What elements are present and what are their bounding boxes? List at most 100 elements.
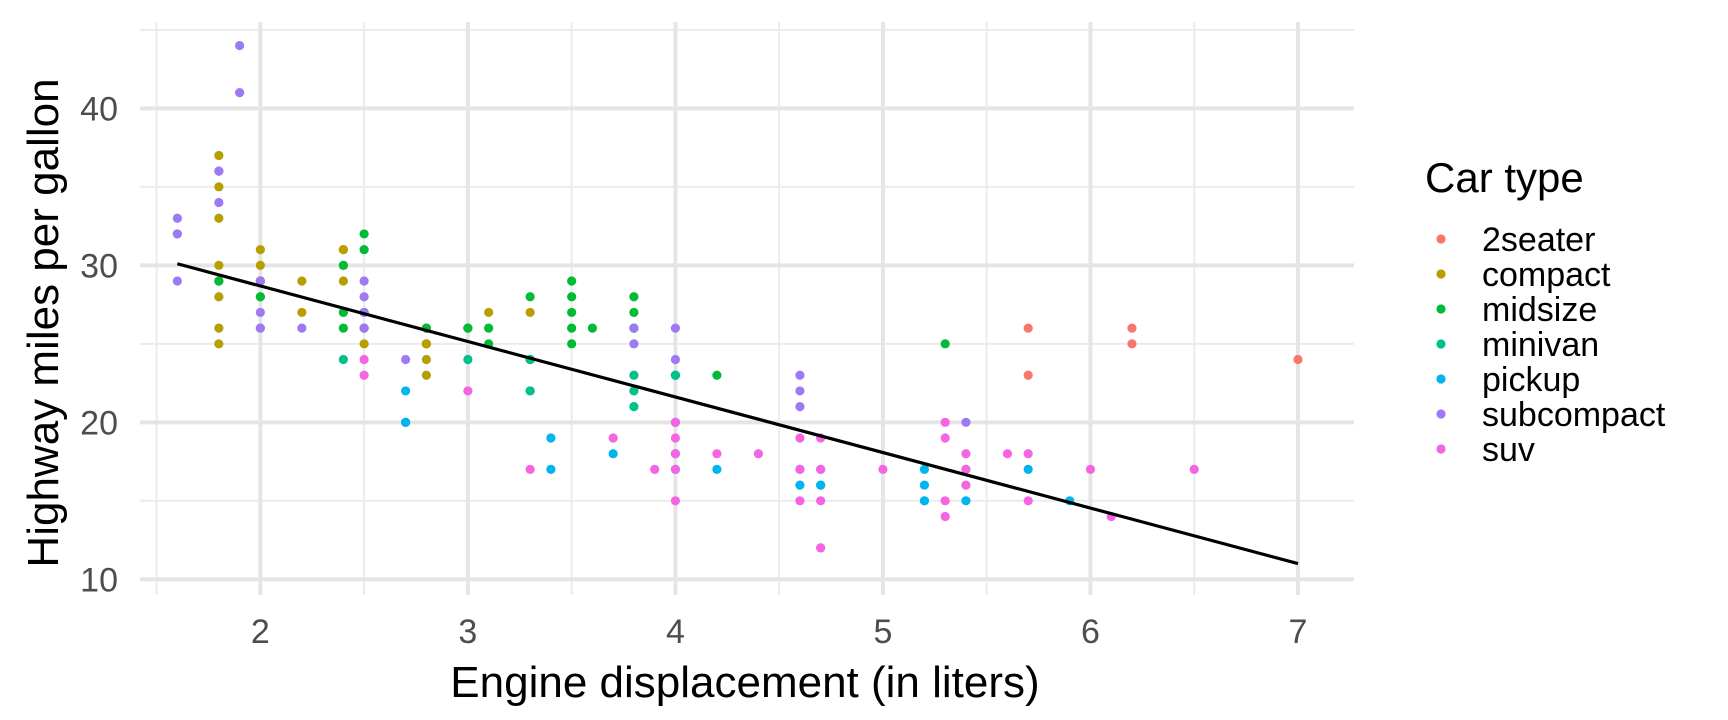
- point-subcompact: [172, 229, 182, 239]
- point-suv: [816, 464, 826, 475]
- x-tick-label: 3: [458, 613, 477, 651]
- point-2seater: [1293, 354, 1303, 365]
- point-suv: [650, 464, 660, 475]
- point-midsize: [629, 292, 639, 302]
- major-gridlines: [140, 22, 1354, 595]
- point-minivan: [463, 354, 473, 365]
- point-compact: [338, 276, 348, 286]
- point-minivan: [629, 402, 639, 412]
- point-suv: [670, 433, 681, 443]
- point-suv: [1002, 449, 1013, 459]
- point-pickup: [546, 464, 556, 475]
- point-midsize: [338, 260, 348, 270]
- point-pickup: [816, 480, 826, 490]
- point-2seater: [1127, 339, 1137, 349]
- point-compact: [214, 213, 224, 223]
- point-subcompact: [795, 386, 805, 396]
- point-midsize: [463, 323, 473, 333]
- point-subcompact: [359, 323, 369, 333]
- legend-label-subcompact: subcompact: [1482, 396, 1666, 434]
- point-suv: [712, 449, 722, 459]
- point-suv: [670, 464, 681, 475]
- point-suv: [940, 417, 950, 427]
- legend-label-2seater: 2seater: [1482, 221, 1595, 259]
- point-compact: [214, 150, 224, 161]
- point-pickup: [1023, 464, 1033, 475]
- point-subcompact: [401, 354, 411, 365]
- point-pickup: [546, 433, 556, 443]
- point-midsize: [567, 307, 577, 318]
- point-minivan: [670, 370, 681, 380]
- point-compact: [338, 245, 348, 255]
- point-midsize: [484, 323, 494, 333]
- legend-key-suv: [1436, 444, 1446, 454]
- point-compact: [421, 339, 431, 349]
- point-subcompact: [235, 88, 245, 98]
- point-2seater: [1023, 370, 1033, 380]
- point-subcompact: [670, 323, 681, 333]
- x-tick-label: 6: [1081, 613, 1100, 651]
- point-midsize: [338, 323, 348, 333]
- point-suv: [359, 370, 369, 380]
- point-midsize: [629, 307, 639, 318]
- point-suv: [878, 464, 888, 475]
- point-pickup: [401, 417, 411, 427]
- point-suv: [670, 417, 681, 427]
- point-subcompact: [629, 339, 639, 349]
- point-midsize: [567, 323, 577, 333]
- legend-key-2seater: [1436, 234, 1446, 244]
- point-subcompact: [172, 276, 182, 286]
- point-midsize: [712, 370, 722, 380]
- point-subcompact: [629, 323, 639, 333]
- y-tick-label: 10: [80, 561, 118, 599]
- point-subcompact: [670, 354, 681, 365]
- point-subcompact: [214, 197, 224, 208]
- point-pickup: [919, 496, 930, 506]
- point-suv: [816, 543, 826, 553]
- point-suv: [1189, 464, 1199, 475]
- point-midsize: [567, 276, 577, 286]
- point-subcompact: [255, 276, 265, 286]
- point-minivan: [629, 386, 639, 396]
- point-midsize: [359, 245, 369, 255]
- trend-line: [176, 262, 1299, 566]
- legend-label-pickup: pickup: [1482, 361, 1580, 399]
- point-subcompact: [297, 323, 307, 333]
- x-tick-label: 4: [666, 613, 685, 651]
- y-tick-labels: 10 20 30 40: [80, 90, 118, 599]
- point-pickup: [712, 464, 722, 475]
- point-midsize: [525, 292, 535, 302]
- point-suv: [940, 496, 950, 506]
- legend-key-subcompact: [1436, 409, 1446, 419]
- x-tick-label: 7: [1289, 613, 1308, 651]
- x-tick-label: 2: [251, 613, 270, 651]
- y-tick-label: 30: [80, 247, 118, 285]
- point-suv: [463, 386, 473, 396]
- point-subcompact: [359, 276, 369, 286]
- point-compact: [214, 292, 224, 302]
- minor-gridlines: [140, 22, 1354, 595]
- point-pickup: [919, 464, 930, 475]
- point-suv: [940, 511, 950, 522]
- point-suv: [1085, 464, 1096, 475]
- point-suv: [753, 449, 764, 459]
- point-suv: [670, 449, 681, 459]
- point-suv: [1023, 496, 1033, 506]
- x-tick-label: 5: [873, 613, 892, 651]
- data-points: [172, 40, 1303, 553]
- legend-label-suv: suv: [1482, 431, 1535, 469]
- legend-label-compact: compact: [1482, 256, 1611, 294]
- point-compact: [214, 260, 224, 270]
- point-subcompact: [235, 40, 245, 51]
- x-tick-labels: 2 3 4 5 6 7: [251, 613, 1308, 651]
- point-pickup: [919, 480, 930, 490]
- point-minivan: [629, 370, 639, 380]
- point-compact: [214, 182, 224, 192]
- legend: Car type 2seatercompactmidsizeminivanpic…: [1425, 154, 1666, 469]
- legend-label-midsize: midsize: [1482, 291, 1597, 329]
- point-suv: [961, 464, 971, 475]
- point-midsize: [359, 229, 369, 239]
- point-subcompact: [214, 166, 224, 176]
- point-subcompact: [255, 323, 265, 333]
